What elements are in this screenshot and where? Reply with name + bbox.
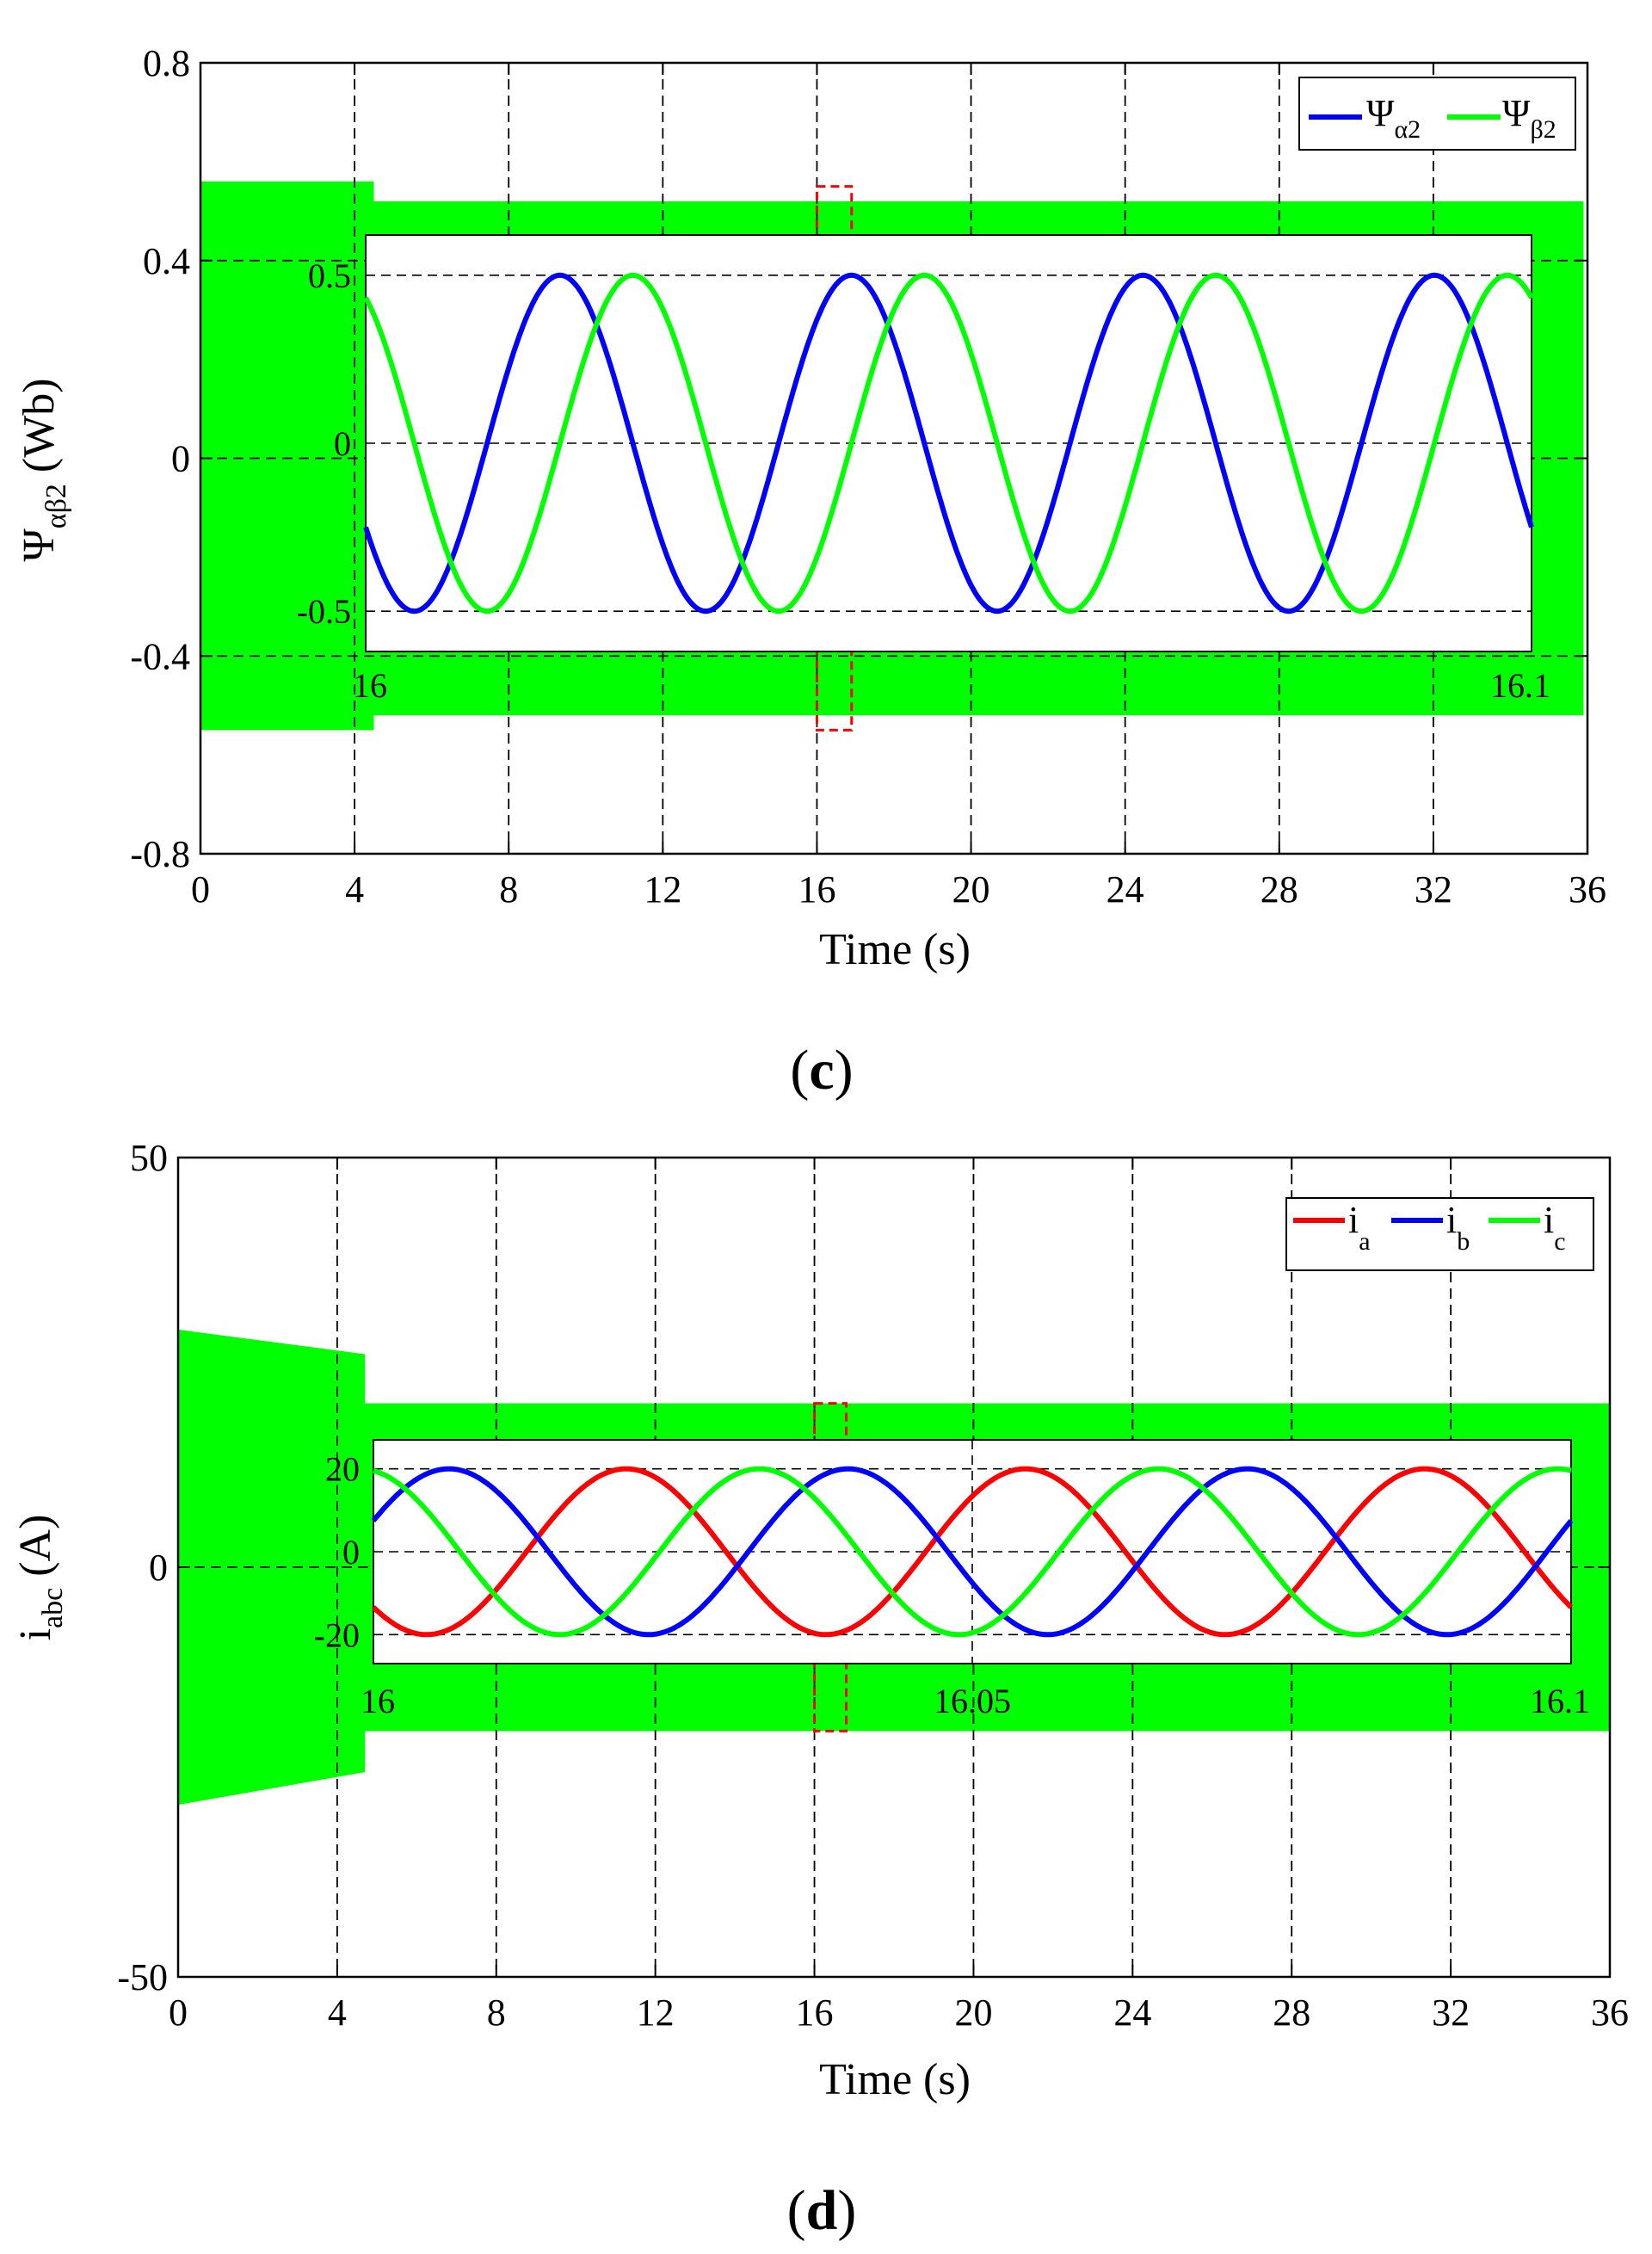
chart-d-legend-label-ib: ib: [1446, 1199, 1470, 1256]
chart-d-inset-xtick-label: 16.1: [1530, 1682, 1590, 1720]
chart-c-legend: Ψα2 Ψβ2: [1298, 77, 1576, 151]
chart-d-ytick-label: 50: [130, 1137, 168, 1179]
chart-d-inset-xtick-label: 16.05: [934, 1682, 1011, 1720]
chart-d-yticks: -50 0 50: [117, 1137, 1610, 1998]
chart-d-inset-ytick-label: -20: [314, 1615, 360, 1654]
chart-d-ytick-label: -50: [117, 1956, 168, 1998]
chart-c-inset-xticks: 16 16.1: [353, 666, 1550, 705]
chart-c-ylabel: Ψαβ2 (Wb): [15, 378, 72, 561]
chart-d-series-ib: [371, 1466, 1574, 1638]
chart-c-series-psi-beta2: [363, 272, 1534, 614]
chart-d-inset-xtick-label: 16: [361, 1682, 395, 1720]
chart-c-inset-yticks: -0.5 0 0.5: [297, 256, 351, 631]
chart-c-legend-box: [1298, 77, 1576, 151]
chart-d-inset-yticks: -20 0 20: [314, 1450, 360, 1655]
chart-c-xlabel: Time (s): [819, 925, 971, 974]
panel-d-caption: (d): [787, 2179, 857, 2242]
chart-d-inset-ytick-label: 20: [325, 1450, 360, 1489]
chart-c-xtick-label: 28: [1261, 868, 1298, 911]
chart-d-legend-box: [1285, 1197, 1594, 1271]
chart-c-ytick-label: 0: [171, 438, 190, 480]
chart-d-inset: -20 0 20 16 16.05 16.1: [314, 1439, 1590, 1720]
chart-c-xticks: 0 4 8 12 16 20 24 28 32 36: [191, 63, 1606, 911]
chart-d-ytick-label: 0: [149, 1547, 168, 1589]
chart-c-inset: -0.5 0 0.5 16 16.1: [297, 234, 1550, 705]
chart-c-inset-xtick-label: 16.1: [1490, 666, 1550, 705]
chart-d-legend-label-ia: ia: [1348, 1199, 1371, 1256]
chart-d-series-ic: [373, 1466, 1572, 1638]
chart-d-xtick-label: 4: [328, 1992, 347, 2034]
chart-d-xtick-label: 8: [487, 1992, 506, 2034]
chart-c-xtick-label: 36: [1569, 868, 1606, 911]
chart-c-legend-label-psi-alpha2: Ψα2: [1366, 92, 1421, 144]
chart-c-xtick-label: 0: [191, 868, 210, 911]
chart-d-xtick-label: 32: [1432, 1992, 1470, 2034]
chart-d-xtick-label: 20: [954, 1992, 992, 2034]
chart-d-ylabel: iabc (A): [11, 1515, 69, 1641]
chart-d-legend: ia ib ic: [1285, 1197, 1594, 1271]
chart-d-inset-xticks: 16 16.05 16.1: [361, 1682, 1590, 1720]
chart-d-xtick-label: 24: [1113, 1992, 1151, 2034]
chart-c-xtick-label: 24: [1106, 868, 1144, 911]
chart-d-xticks: 0 4 8 12 16 20 24 28 32 36: [169, 1158, 1629, 2034]
chart-c-xtick-label: 16: [798, 868, 835, 911]
chart-c-xtick-label: 32: [1415, 868, 1452, 911]
chart-d-xtick-label: 12: [637, 1992, 675, 2034]
chart-c-inset-ytick-label: 0: [334, 424, 351, 463]
chart-d-xtick-label: 16: [796, 1992, 834, 2034]
chart-c-ytick-label: -0.8: [130, 833, 190, 875]
chart-d-xlabel: Time (s): [819, 2055, 971, 2104]
chart-c-xtick-label: 20: [952, 868, 990, 911]
chart-d-xtick-label: 28: [1273, 1992, 1310, 2034]
chart-d-xtick-label: 36: [1591, 1992, 1629, 2034]
chart-c-xtick-label: 8: [499, 868, 518, 911]
chart-c-yticks: -0.8 -0.4 0 0.4 0.8: [130, 42, 1587, 875]
chart-c-inset-xtick-label: 16: [353, 666, 387, 705]
chart-d-xtick-label: 0: [169, 1992, 188, 2034]
chart-c-inset-ytick-label: 0.5: [308, 256, 351, 295]
chart-c-inset-ytick-label: -0.5: [297, 592, 351, 631]
chart-d-legend-label-ic: ic: [1544, 1199, 1566, 1256]
chart-d-inset-ytick-label: 0: [342, 1533, 360, 1572]
chart-c-ytick-label: 0.4: [143, 240, 190, 282]
panel-c-caption: (c): [790, 1039, 853, 1102]
chart-c-xtick-label: 12: [644, 868, 681, 911]
chart-c-ytick-label: 0.8: [143, 42, 190, 84]
chart-c-xtick-label: 4: [345, 868, 364, 911]
chart-c-legend-label-psi-beta2: Ψβ2: [1502, 92, 1556, 144]
chart-c-ytick-label: -0.4: [130, 635, 190, 677]
chart-c-series-psi-alpha2: [363, 272, 1534, 614]
chart-d-series-ia: [371, 1466, 1574, 1638]
chart-c: -0.5 0 0.5 16 16.1 -0.8 -0.4 0 0.4 0.8 0 4 8 12 16 2…: [15, 42, 1606, 1102]
